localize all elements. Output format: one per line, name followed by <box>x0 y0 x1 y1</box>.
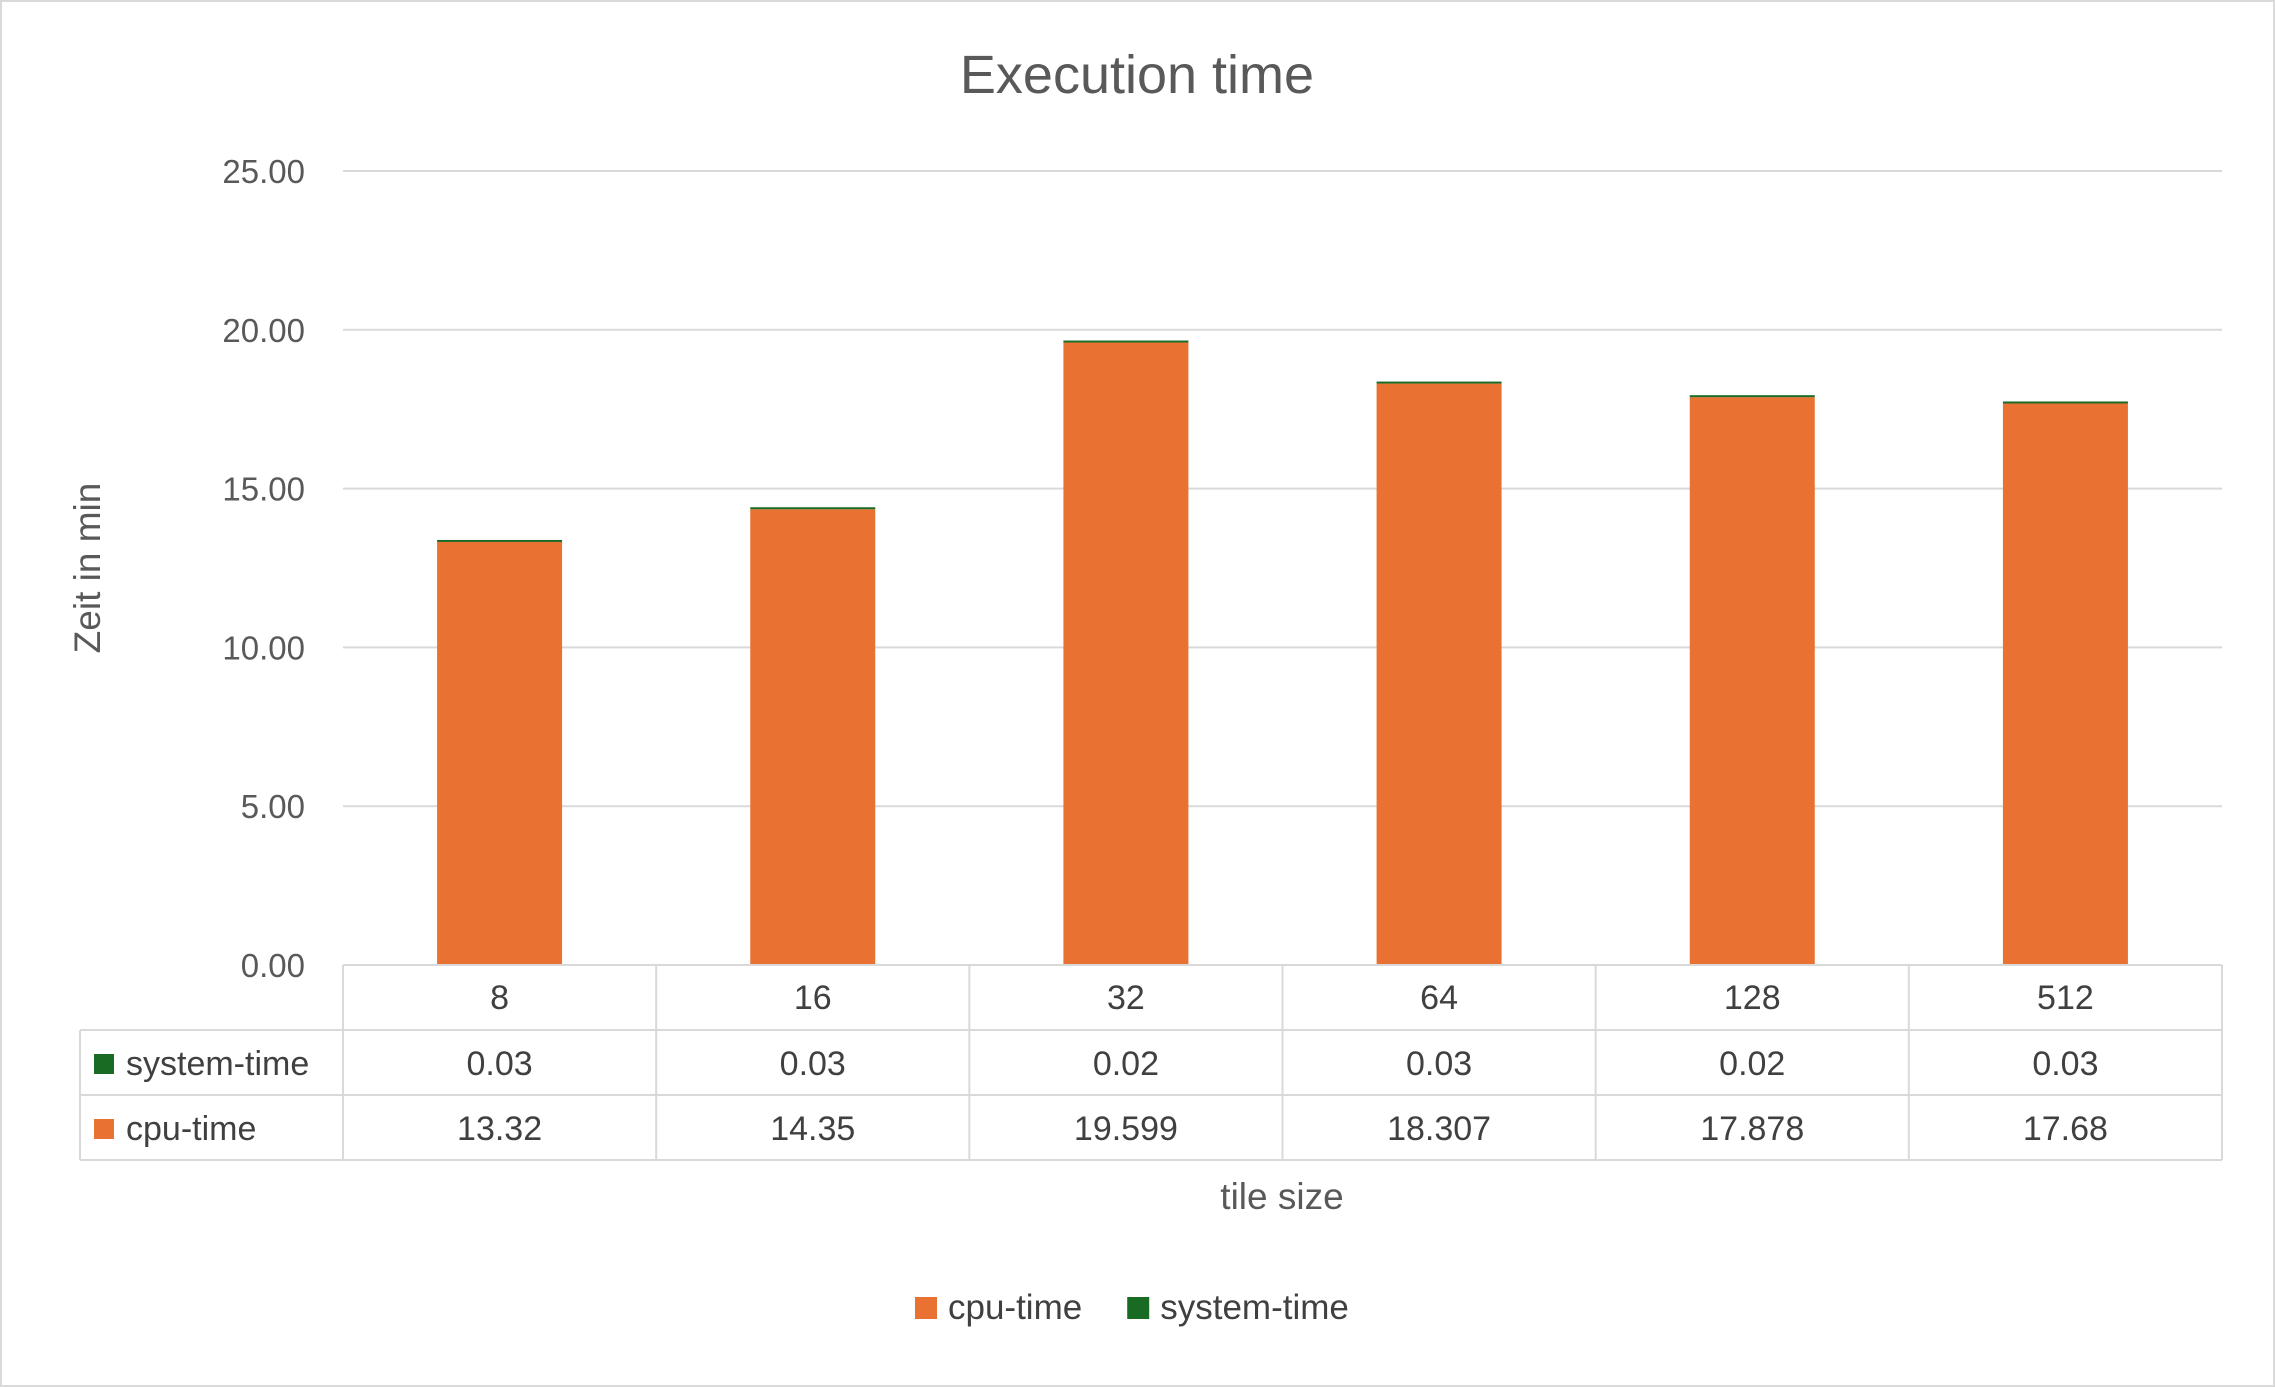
bar-cpu-time-512 <box>2002 403 2128 966</box>
gridlines <box>343 170 2222 808</box>
table-cell: 19.599 <box>1074 1110 1178 1148</box>
table-legend-key <box>94 1054 114 1074</box>
x-tick-label: 64 <box>1420 979 1458 1017</box>
bar-system-time-16 <box>750 507 876 510</box>
bar-cpu-time-16 <box>750 509 876 965</box>
legend-key-cpu-time <box>915 1297 937 1319</box>
y-axis-title: Zeit in min <box>67 483 108 654</box>
table-cell: 17.878 <box>1700 1110 1804 1148</box>
table-cell: 13.32 <box>457 1110 542 1148</box>
table-cell: 0.03 <box>466 1045 532 1083</box>
y-tick-label: 0.00 <box>241 947 305 984</box>
legend-key-system-time <box>1127 1297 1150 1319</box>
table-cell: 18.307 <box>1387 1110 1491 1148</box>
table-cell: 0.02 <box>1719 1045 1785 1083</box>
table-row-label: cpu-time <box>126 1110 256 1148</box>
bar-system-time-8 <box>437 539 563 542</box>
y-tick-label: 15.00 <box>222 471 305 508</box>
legend-label: system-time <box>1160 1288 1349 1327</box>
y-axis-ticks: 0.00 5.00 10.00 15.00 20.00 25.00 <box>222 153 305 984</box>
bars <box>437 340 2128 966</box>
bar-cpu-time-128 <box>1689 397 1815 966</box>
table-cell: 0.03 <box>1406 1045 1472 1083</box>
x-axis-title: tile size <box>1220 1176 1343 1217</box>
x-tick-label: 128 <box>1724 979 1781 1017</box>
table-cell: 0.03 <box>780 1045 846 1083</box>
bar-system-time-64 <box>1376 381 1502 384</box>
bar-cpu-time-8 <box>437 541 563 965</box>
x-tick-label: 16 <box>794 979 832 1017</box>
bar-system-time-32 <box>1063 340 1189 343</box>
x-tick-label: 32 <box>1107 979 1145 1017</box>
table-row-label: system-time <box>126 1045 309 1083</box>
bar-cpu-time-32 <box>1063 342 1189 965</box>
table-cell: 14.35 <box>770 1110 855 1148</box>
bar-cpu-time-64 <box>1376 383 1502 965</box>
chart-title: Execution time <box>960 45 1314 105</box>
bar-system-time-512 <box>2002 401 2128 404</box>
x-tick-label: 8 <box>490 979 509 1017</box>
table-cell: 17.68 <box>2023 1110 2108 1148</box>
table-legend-key <box>94 1119 114 1139</box>
legend: cpu-time system-time <box>915 1288 1349 1327</box>
y-tick-label: 10.00 <box>222 629 305 666</box>
y-tick-label: 25.00 <box>222 153 305 190</box>
y-tick-label: 20.00 <box>222 312 305 349</box>
table-cell: 0.03 <box>2032 1045 2098 1083</box>
table-cell: 0.02 <box>1093 1045 1159 1083</box>
bar-system-time-128 <box>1689 395 1815 398</box>
x-tick-label: 512 <box>2037 979 2094 1017</box>
y-tick-label: 5.00 <box>241 788 305 825</box>
legend-label: cpu-time <box>948 1288 1082 1327</box>
data-table: 8 16 32 64 128 512 system-time 0.03 0.03 0.02 0.03… <box>79 964 2223 1161</box>
